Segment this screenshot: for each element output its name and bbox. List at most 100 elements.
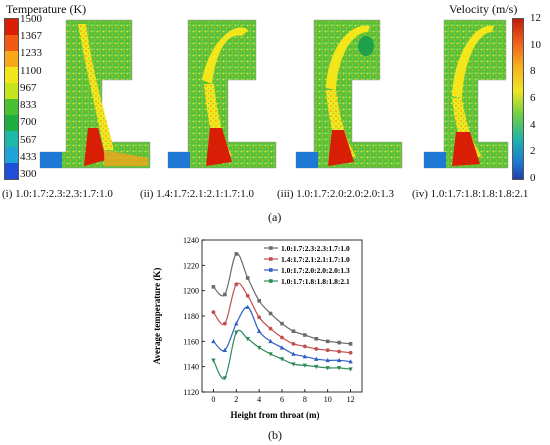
y-tick-label: 1140 xyxy=(183,363,199,372)
data-point xyxy=(268,326,273,331)
temperature-tick-label: 1500 xyxy=(20,13,42,25)
x-tick-label: 0 xyxy=(211,395,215,404)
data-point xyxy=(314,347,319,351)
data-point xyxy=(234,321,239,326)
data-point xyxy=(291,351,296,356)
data-point xyxy=(280,321,284,326)
series-line xyxy=(212,282,351,354)
x-tick-label: 2 xyxy=(234,395,238,404)
temperature-color-band xyxy=(5,67,18,83)
data-point xyxy=(211,285,216,289)
x-tick-label: 10 xyxy=(324,395,332,404)
velocity-tick-label: 12 xyxy=(530,12,541,24)
legend-entry-label: 1.0:1.7:2.3:2.3:1.7:1.0 xyxy=(281,244,350,253)
panel-caption-iii: (iii) 1.0:1.7:2.0:2.0:2.0:1.3 xyxy=(277,188,395,200)
data-point xyxy=(279,357,285,362)
data-point xyxy=(325,366,330,371)
data-point xyxy=(291,362,296,367)
data-point xyxy=(257,315,262,320)
data-point xyxy=(302,344,307,349)
temperature-color-band xyxy=(5,83,18,99)
temperature-color-band xyxy=(5,115,18,131)
data-point xyxy=(291,329,296,333)
data-point xyxy=(234,330,239,335)
x-tick-label: 12 xyxy=(347,395,355,404)
temperature-legend-title: Temperature (K) xyxy=(6,2,87,16)
data-point xyxy=(211,358,216,363)
chart-x-axis-label: Height from throat (m) xyxy=(231,410,320,420)
velocity-tick-label: 4 xyxy=(530,118,536,131)
temperature-color-band xyxy=(5,35,18,51)
temperature-tick-label: 700 xyxy=(20,116,37,129)
legend-swatch-marker xyxy=(269,257,273,261)
data-point xyxy=(245,337,250,342)
temperature-line-chart: 0 2 4 6 8 10 12 1120 1140 1160 1180 1200 1220 1240 1.… xyxy=(152,236,363,420)
velocity-tick-label: 6 xyxy=(530,92,536,104)
temperature-color-band xyxy=(5,99,18,115)
contour-panel-ii xyxy=(167,19,277,169)
data-point xyxy=(223,292,227,297)
data-point xyxy=(268,311,273,316)
panel-caption-i: (i) 1.0:1.7:2.3:2.3:1.7:1.0 xyxy=(2,188,113,200)
y-tick-label: 1120 xyxy=(183,388,199,397)
velocity-legend-title: Velocity (m/s) xyxy=(449,2,518,16)
data-point xyxy=(256,328,262,333)
data-point xyxy=(348,359,353,364)
contour-panel-iv xyxy=(423,19,509,169)
data-point xyxy=(234,282,239,287)
y-tick-label: 1200 xyxy=(183,287,199,296)
legend-entry-label: 1.0:1.7:1.8:1.8:1.8:2.1 xyxy=(281,277,350,286)
data-point xyxy=(291,341,296,346)
legend-swatch-marker xyxy=(269,268,273,272)
subfigure-a-label: (a) xyxy=(268,210,282,224)
data-point xyxy=(325,357,330,363)
data-point xyxy=(256,345,262,351)
data-point xyxy=(222,376,228,381)
data-point xyxy=(245,276,250,280)
legend-swatch-marker xyxy=(269,246,273,250)
temperature-tick-label: 1100 xyxy=(20,64,42,77)
legend-entry-label: 1.4:1.7:2.1:2.1:1.7:1.0 xyxy=(281,255,350,264)
velocity-tick-label: 10 xyxy=(530,38,541,51)
temperature-tick-label: 967 xyxy=(20,81,37,94)
velocity-tick-label: 0 xyxy=(530,172,536,184)
x-tick-label: 6 xyxy=(280,395,284,404)
temperature-color-band xyxy=(5,51,18,67)
data-point xyxy=(336,357,342,363)
temperature-color-band xyxy=(5,19,18,35)
y-tick-label: 1160 xyxy=(183,337,199,346)
temperature-tick-label: 300 xyxy=(20,168,37,181)
data-point xyxy=(279,345,285,350)
temperature-color-band xyxy=(5,131,18,147)
data-point xyxy=(348,350,353,355)
data-point xyxy=(348,342,353,346)
velocity-colorbar xyxy=(512,18,524,180)
temperature-tick-label: 1233 xyxy=(20,47,42,60)
velocity-tick-label: 2 xyxy=(530,145,536,158)
contour-panels xyxy=(39,19,509,169)
temperature-color-band xyxy=(5,147,18,163)
x-tick-label: 8 xyxy=(303,395,307,404)
temperature-tick-label: 1367 xyxy=(20,30,42,43)
temperature-colorbar xyxy=(4,18,40,180)
data-point xyxy=(234,252,239,256)
data-point xyxy=(348,367,353,372)
data-point xyxy=(325,348,330,353)
data-point xyxy=(337,349,342,354)
temperature-tick-label: 433 xyxy=(20,150,37,163)
data-point xyxy=(211,338,216,344)
contour-panel-i xyxy=(39,19,151,169)
contour-panel-iii xyxy=(295,19,403,169)
data-point xyxy=(302,363,308,368)
data-point xyxy=(268,338,273,344)
data-point xyxy=(257,299,261,303)
panel-caption-iv: (iv) 1.0:1.7:1.8:1.8:1.8:2.1 xyxy=(412,188,529,200)
y-tick-label: 1220 xyxy=(183,261,199,270)
data-point xyxy=(245,304,250,309)
x-tick-label: 4 xyxy=(257,395,261,404)
data-point xyxy=(222,347,228,352)
data-point xyxy=(314,356,319,361)
velocity-tick-label: 8 xyxy=(530,65,536,78)
subfigure-b-label: (b) xyxy=(268,428,282,442)
panel-caption-ii: (ii) 1.4:1.7:2.1:2.1:1.7:1.0 xyxy=(140,188,254,200)
